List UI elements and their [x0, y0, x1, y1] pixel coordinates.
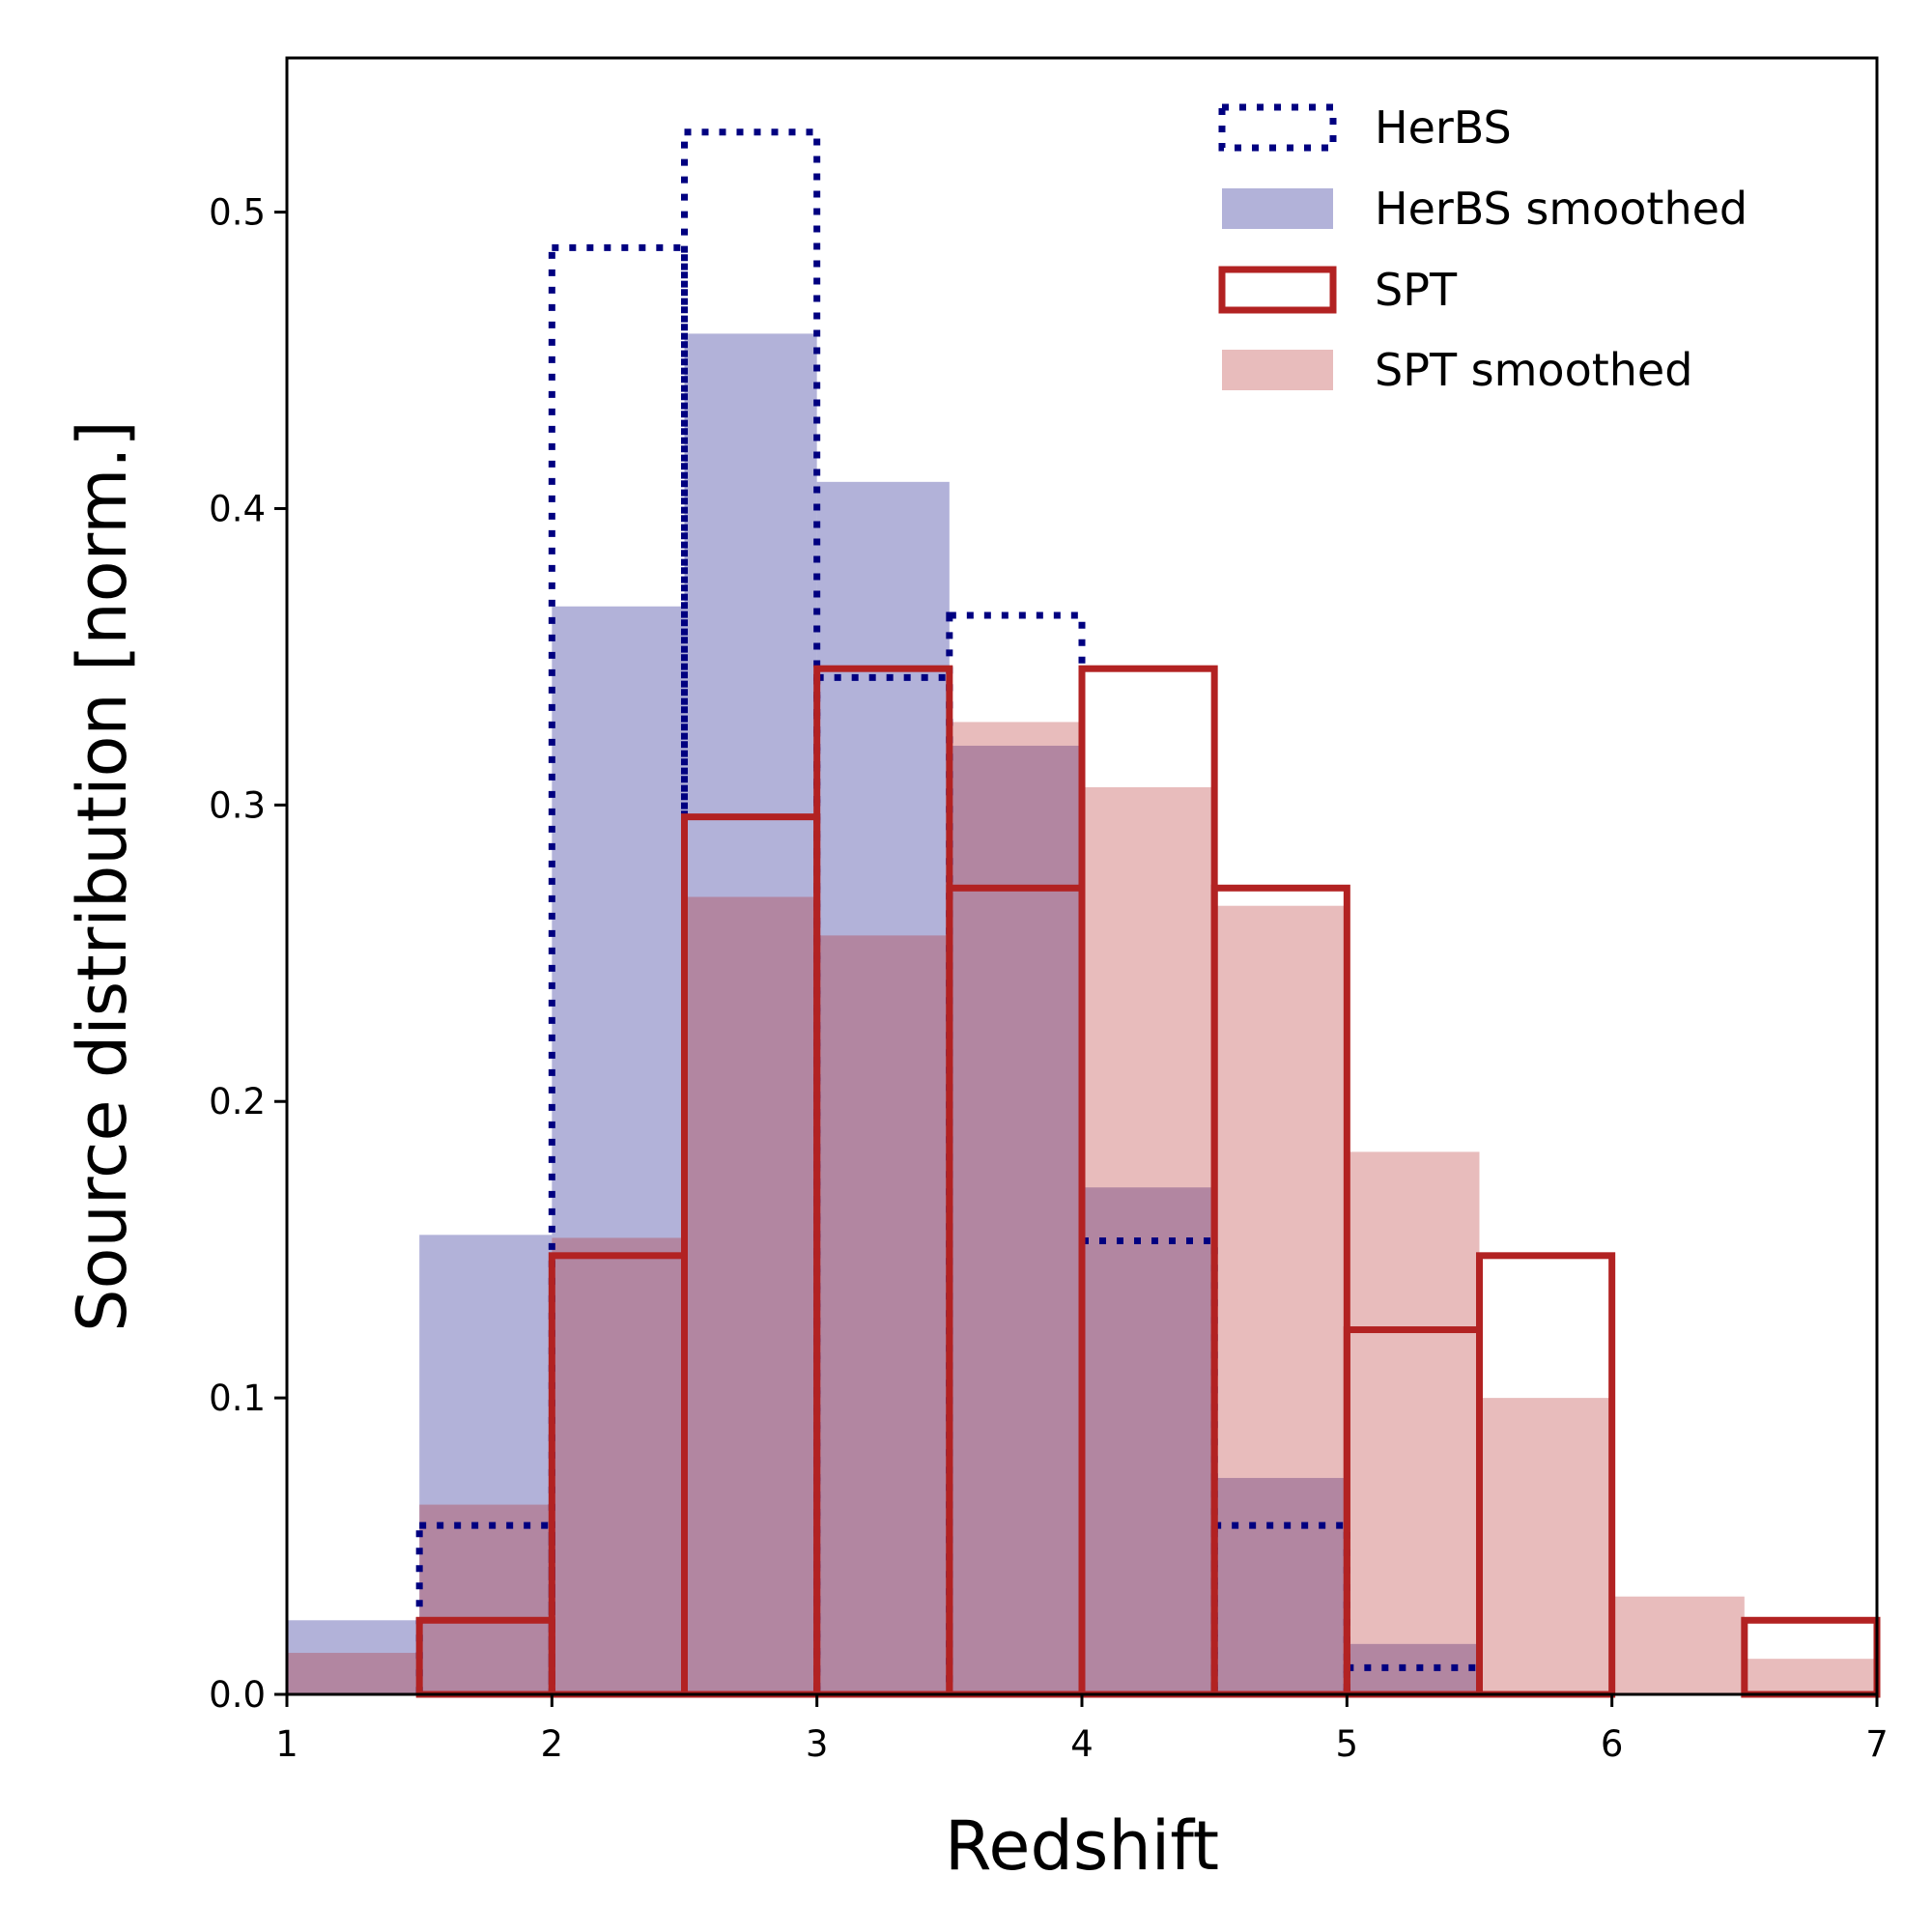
spt-smoothed-bar	[552, 1237, 685, 1694]
legend-entry-spt: SPT	[1218, 264, 1458, 316]
y-tick-label: 0.4	[209, 488, 266, 529]
y-axis-label: Source distribution [norm.]	[63, 420, 142, 1332]
x-tick-label: 2	[541, 1723, 564, 1765]
x-tick-label: 6	[1601, 1723, 1624, 1765]
y-tick-label: 0.3	[209, 784, 266, 826]
spt-smoothed-bar	[1214, 905, 1348, 1694]
x-axis-label: Redshift	[945, 1806, 1219, 1886]
spt-smoothed-bar	[419, 1504, 553, 1694]
legend-entry-herbs: HerBS	[1218, 101, 1512, 154]
spt-smoothed-bar	[1347, 1151, 1480, 1694]
legend-label: HerBS	[1375, 101, 1512, 154]
y-tick-label: 0.1	[209, 1378, 266, 1419]
legend: HerBS HerBS smoothed SPT SPT smoothed	[1218, 101, 1747, 396]
legend-label: SPT	[1375, 264, 1458, 316]
herbs-smoothed-bar	[552, 606, 685, 1694]
x-tick-label: 4	[1070, 1723, 1094, 1765]
herbs-smoothed-bar	[949, 745, 1082, 1694]
legend-swatch	[1222, 188, 1333, 229]
herbs-smoothed-bar	[816, 481, 950, 1694]
bars-layer	[287, 333, 1877, 1695]
x-tick-label: 3	[806, 1723, 829, 1765]
spt-smoothed-bar	[1611, 1596, 1745, 1694]
herbs-smoothed-bar	[1082, 1187, 1215, 1694]
ticks-layer: 1 2 3 4 5 6 7 0.0 0.1 0.2 0.3 0.4 0.5	[209, 192, 1889, 1765]
spt-smoothed-bar	[684, 896, 817, 1694]
legend-swatch	[1218, 103, 1337, 152]
y-tick-label: 0.5	[209, 192, 266, 234]
spt-smoothed-bar	[287, 1653, 420, 1694]
herbs-smoothed-bar	[684, 333, 817, 1695]
legend-label: HerBS smoothed	[1375, 183, 1747, 235]
spt-smoothed-bar	[1479, 1398, 1612, 1694]
herbs-smoothed-bar	[1214, 1477, 1348, 1694]
y-tick-label: 0.2	[209, 1081, 266, 1122]
spt-smoothed-bar	[816, 935, 950, 1694]
x-tick-label: 1	[275, 1723, 298, 1765]
legend-entry-spt-smoothed: SPT smoothed	[1222, 344, 1692, 396]
legend-entry-herbs-smoothed: HerBS smoothed	[1222, 183, 1747, 235]
legend-swatch	[1222, 350, 1333, 390]
x-tick-label: 7	[1865, 1723, 1889, 1765]
legend-swatch	[1218, 266, 1337, 314]
y-tick-label: 0.0	[209, 1674, 266, 1716]
spt-smoothed-bar	[1744, 1659, 1877, 1694]
x-tick-label: 5	[1336, 1723, 1359, 1765]
herbs-smoothed-bar	[287, 1620, 420, 1694]
spt-smoothed-bar	[949, 722, 1082, 1694]
legend-label: SPT smoothed	[1375, 344, 1692, 396]
